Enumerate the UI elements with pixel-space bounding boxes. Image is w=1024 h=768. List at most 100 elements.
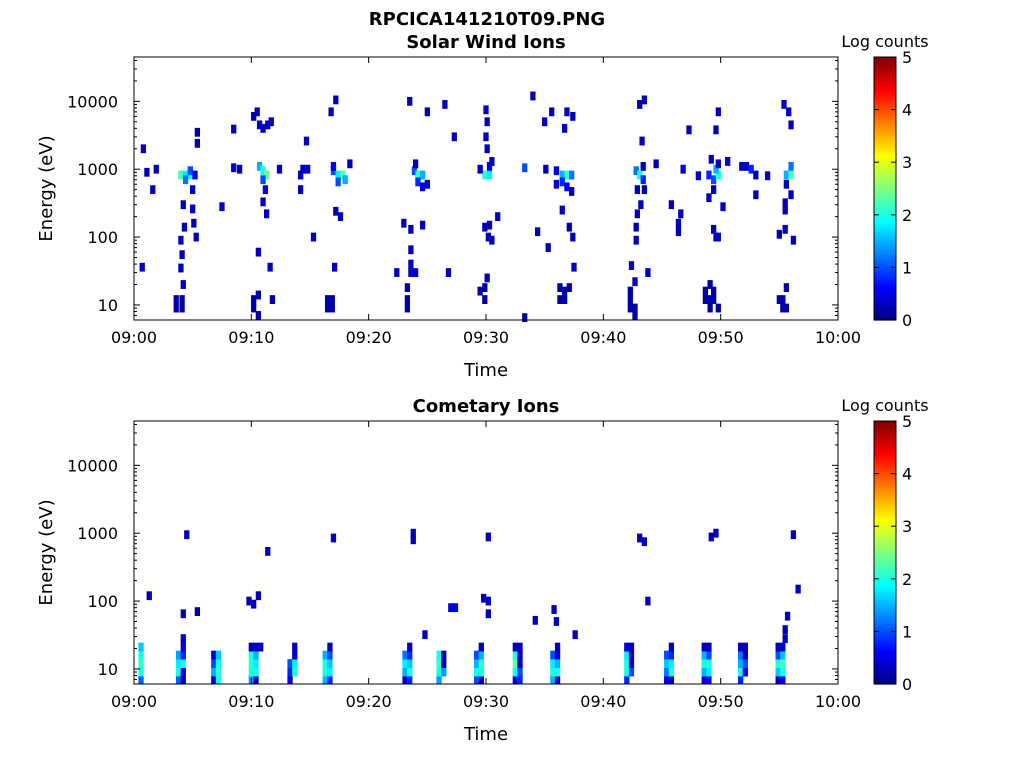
heatmap-cell [780, 642, 786, 652]
y-tick-label: 1000 [77, 524, 118, 543]
heatmap-cell [715, 159, 721, 169]
heatmap-cell [255, 311, 262, 320]
heatmap-cell [407, 96, 413, 106]
colorbar-swatch [874, 109, 896, 113]
heatmap-cell [478, 642, 484, 652]
colorbar-swatch [874, 277, 896, 282]
colorbar-swatch [874, 199, 896, 203]
colorbar-swatch [874, 188, 896, 192]
colorbar-swatch [874, 101, 896, 105]
heatmap-cell [333, 95, 339, 105]
colorbar-tick-label: 4 [902, 465, 912, 484]
heatmap-cell [553, 179, 560, 189]
heatmap-cell [194, 607, 200, 616]
colorbar-swatch [874, 264, 896, 268]
heatmap-cell [553, 617, 560, 626]
heatmap-cell [138, 667, 144, 677]
colorbar-swatch [874, 241, 896, 245]
x-tick-label: 09:00 [111, 692, 157, 711]
heatmap-cell [641, 185, 648, 195]
colorbar-swatch [874, 607, 896, 611]
heatmap-cell [637, 100, 643, 109]
heatmap-cell [402, 667, 408, 677]
heatmap-cell [180, 650, 186, 660]
colorbar-swatch [874, 317, 896, 321]
heatmap-cell [407, 659, 413, 668]
heatmap-cell [404, 303, 411, 313]
heatmap-cell [422, 630, 428, 640]
heatmap-cell [710, 224, 717, 234]
heatmap-cell [680, 164, 686, 174]
colorbar-swatch [874, 526, 896, 530]
heatmap-cell [790, 235, 797, 245]
heatmap-cell [292, 650, 298, 660]
heatmap-cell [258, 642, 264, 652]
colorbar-swatch [874, 634, 896, 638]
heatmap-cell [571, 262, 577, 272]
colorbar-swatch [874, 262, 896, 266]
heatmap-cell [564, 170, 570, 180]
heatmap-cell [542, 117, 548, 127]
x-tick-label: 10:00 [815, 328, 861, 347]
colorbar-swatch [874, 478, 896, 483]
heatmap-cell [668, 667, 675, 677]
heatmap-cell [478, 659, 484, 668]
heatmap-cell [737, 675, 744, 684]
colorbar-swatch [874, 505, 896, 509]
colorbar-swatch [874, 180, 896, 184]
heatmap-cell [707, 280, 713, 289]
heatmap-cell [138, 650, 144, 660]
heatmap-cell [190, 204, 196, 214]
heatmap-cell [139, 262, 145, 272]
heatmap-cell [415, 170, 421, 180]
heatmap-cell [335, 177, 341, 187]
colorbar-swatch [874, 541, 896, 546]
heatmap-cell [408, 245, 414, 255]
heatmap-cell [554, 675, 561, 684]
heatmap-cell [402, 650, 408, 660]
heatmap-cell [300, 164, 306, 174]
x-tick-label: 09:40 [580, 328, 626, 347]
heatmap-cell [482, 170, 488, 180]
y-tick-label: 10 [98, 296, 118, 315]
colorbar-swatch [874, 138, 896, 142]
heatmap-cell [715, 232, 721, 242]
heatmap-cell [485, 532, 491, 542]
heatmap-cell [265, 546, 271, 556]
x-tick-label: 09:10 [228, 328, 274, 347]
heatmap-cell [297, 170, 304, 180]
colorbar-swatch [874, 112, 896, 116]
heatmap-cell [441, 650, 447, 660]
heatmap-cell [178, 235, 184, 245]
heatmap-cell [175, 650, 182, 660]
colorbar-swatch [874, 57, 896, 61]
heatmap-cell [710, 185, 717, 195]
heatmap-cell [179, 295, 185, 304]
colorbar-swatch [874, 159, 896, 163]
colorbar-swatch [874, 647, 896, 651]
heatmap-cell [333, 206, 339, 216]
heatmap-cell [775, 675, 781, 684]
heatmap-cell [782, 198, 788, 208]
y-tick-label: 10000 [67, 92, 118, 111]
colorbar-swatch [874, 83, 896, 87]
heatmap-cell [517, 642, 523, 652]
colorbar-swatch [874, 135, 896, 140]
colorbar-swatch [874, 156, 896, 161]
heatmap-cell [408, 268, 414, 277]
heatmap-cell [184, 530, 190, 540]
colorbar-swatch [874, 275, 896, 279]
heatmap-cell [327, 642, 333, 652]
heatmap-cell [557, 295, 563, 304]
colorbar-swatch [874, 605, 896, 609]
heatmap-cell [324, 303, 331, 313]
heatmap-cell [627, 295, 633, 304]
heatmap-cell [695, 171, 702, 181]
colorbar-swatch [874, 62, 896, 66]
colorbar-swatch [874, 201, 896, 205]
x-tick-label: 09:40 [580, 692, 626, 711]
heatmap-cell [713, 164, 719, 174]
colorbar-swatch [874, 618, 896, 622]
colorbar-swatch [874, 484, 896, 488]
colorbar-swatch [874, 67, 896, 71]
